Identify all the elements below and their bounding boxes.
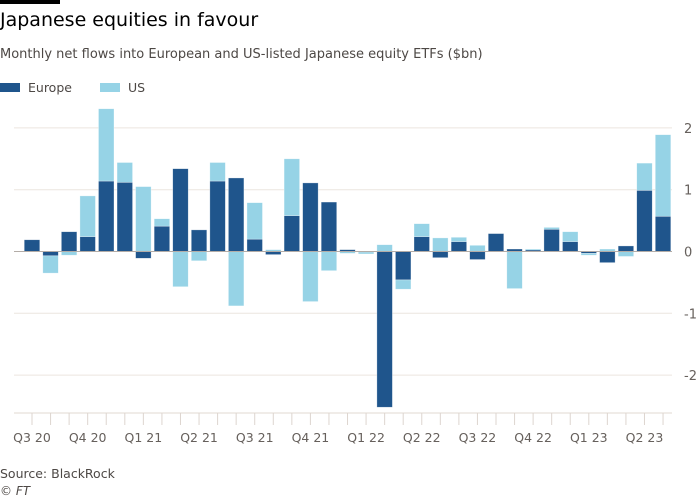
bar-europe-may-23 [654, 215, 672, 252]
bar-europe-may-22 [432, 251, 449, 258]
y-tick-label: -2 [684, 369, 697, 384]
bar-europe-sep-21 [283, 215, 300, 252]
bar-europe-dec-20 [116, 181, 133, 252]
bar-us-jan-23 [580, 253, 597, 256]
bar-europe-nov-20 [98, 180, 115, 252]
bar-us-jul-21 [246, 202, 263, 240]
x-tick-label: Q3 22 [459, 430, 497, 445]
bar-europe-jun-21 [228, 177, 245, 252]
bar-europe-feb-23 [599, 251, 616, 263]
bar-us-apr-21 [190, 251, 208, 262]
legend-label-us: US [127, 80, 146, 95]
bar-us-jan-21 [135, 186, 152, 252]
chart-title: Japanese equities in favour [0, 9, 259, 31]
bar-us-may-22 [432, 237, 449, 252]
x-tick-label: Q4 20 [69, 430, 107, 445]
bar-us-oct-21 [302, 251, 319, 302]
bar-us-apr-22 [413, 223, 430, 237]
x-tick-label: Q1 23 [570, 430, 608, 445]
bar-us-oct-22 [525, 248, 542, 251]
y-tick-label: -1 [684, 307, 697, 322]
x-tick-label: Q3 21 [236, 430, 274, 445]
bar-us-sep-20 [61, 251, 78, 256]
bar-europe-feb-22 [376, 251, 393, 408]
bar-europe-jul-20 [23, 239, 41, 252]
bar-us-dec-22 [562, 231, 579, 242]
bar-europe-mar-22 [395, 251, 412, 281]
source-note: Source: BlackRock [0, 466, 115, 481]
bar-europe-jun-22 [450, 241, 467, 252]
bar-us-sep-22 [506, 251, 523, 289]
bar-us-nov-20 [98, 108, 115, 182]
x-tick-label: Q4 21 [292, 430, 330, 445]
bar-us-sep-21 [283, 158, 300, 216]
chart-subtitle: Monthly net flows into European and US-l… [0, 47, 483, 62]
y-tick-label: 1 [684, 184, 692, 199]
legend: Europe US [0, 80, 145, 95]
bar-us-jun-22 [450, 236, 467, 242]
bar-europe-dec-22 [562, 241, 579, 252]
legend-swatch-us [99, 83, 120, 92]
bar-europe-mar-23 [617, 245, 634, 252]
bar-europe-nov-21 [320, 201, 338, 252]
bar-us-mar-23 [617, 251, 634, 257]
ft-top-bar [0, 0, 60, 4]
bar-europe-mar-21 [172, 168, 189, 252]
bar-europe-aug-20 [42, 251, 59, 257]
bar-europe-oct-20 [79, 236, 96, 252]
bar-us-mar-22 [395, 279, 412, 290]
bar-us-feb-21 [153, 218, 170, 227]
bar-europe-apr-21 [190, 229, 208, 252]
bar-europe-aug-22 [487, 233, 505, 252]
x-tick-label: Q1 22 [347, 430, 385, 445]
bar-us-mar-21 [172, 251, 189, 288]
bar-us-jan-22 [358, 251, 375, 255]
x-tick-label: Q4 22 [514, 430, 552, 445]
legend-item-us: US [99, 80, 146, 95]
bar-us-oct-20 [79, 195, 96, 237]
bar-us-jun-21 [228, 251, 245, 307]
bar-us-jul-22 [469, 245, 486, 252]
bar-europe-jan-21 [135, 251, 152, 259]
x-tick-label: Q2 21 [180, 430, 218, 445]
legend-label-europe: Europe [28, 80, 72, 95]
y-tick-label: 0 [684, 246, 692, 261]
bar-us-nov-21 [320, 251, 338, 271]
bar-europe-jul-21 [246, 238, 263, 252]
x-tick-label: Q2 22 [403, 430, 441, 445]
y-tick-label: 2 [684, 122, 692, 137]
legend-item-europe: Europe [0, 80, 72, 95]
bar-europe-oct-21 [302, 182, 319, 252]
bar-us-nov-22 [543, 227, 560, 230]
bar-europe-jul-22 [469, 251, 486, 260]
x-tick-label: Q3 20 [13, 430, 51, 445]
copyright: © FT [0, 484, 31, 498]
legend-swatch-europe [0, 83, 20, 92]
bar-europe-apr-23 [636, 190, 653, 252]
bar-europe-may-21 [209, 180, 226, 252]
bar-europe-nov-22 [543, 228, 560, 252]
bar-us-feb-22 [376, 244, 393, 252]
bar-us-may-21 [209, 162, 226, 182]
bar-us-may-23 [654, 134, 672, 217]
bar-europe-sep-20 [61, 231, 78, 252]
bar-europe-apr-22 [413, 236, 430, 252]
bar-us-dec-20 [116, 162, 133, 183]
bar-us-apr-23 [636, 162, 653, 191]
x-tick-label: Q2 23 [626, 430, 664, 445]
x-tick-label: Q1 21 [125, 430, 163, 445]
bar-europe-feb-21 [153, 225, 170, 252]
bar-us-aug-20 [42, 255, 59, 274]
